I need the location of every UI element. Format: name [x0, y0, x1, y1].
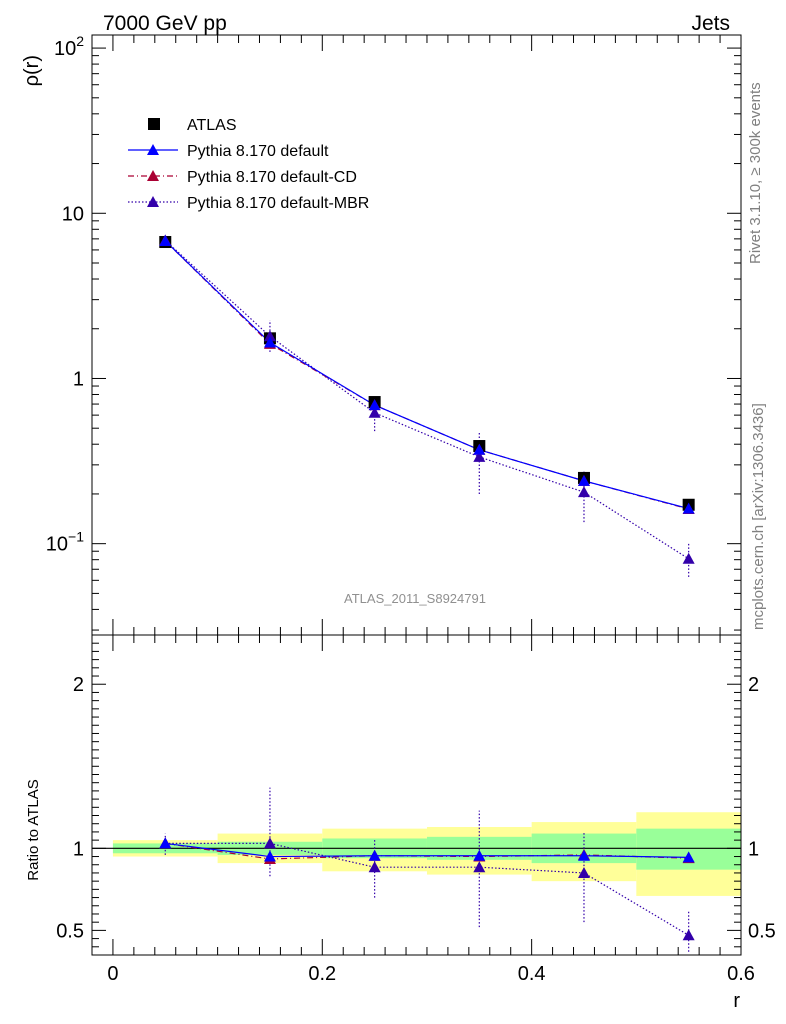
main-point-default [577, 474, 590, 486]
main-line-default [164, 240, 689, 510]
ratio-frame [91, 634, 742, 956]
ratio-point-default [368, 849, 381, 861]
ratio-bands [92, 812, 741, 896]
main-y-tick-label: 1 [73, 368, 84, 390]
ratio-ticks: 0.5 0.5 1 1 2 2 0 0.2 0.4 0.6 [56, 634, 776, 985]
header-energy: 7000 GeV pp [103, 12, 227, 35]
main-point-default [473, 443, 486, 455]
ratio-point-default [682, 851, 695, 863]
ratio-y-tick-label: 2 [73, 674, 84, 696]
main-point-mbr [473, 450, 486, 462]
main-point-default [159, 234, 172, 246]
main-panel: 10−1 1 10 102 ATLAS_2011_S8924791 ρ(r) ATLA… [21, 33, 742, 636]
ratio-marks [159, 787, 695, 952]
ratio-y-tick-label-right: 1 [748, 838, 759, 860]
ratio-point-mbr [263, 837, 276, 849]
x-tick-label: 0.2 [308, 963, 336, 985]
x-tick-label: 0 [107, 963, 118, 985]
main-point-mbr [577, 486, 590, 498]
legend-marker-atlas [148, 118, 160, 130]
ratio-y-tick-label-right: 0.5 [748, 920, 776, 942]
main-marks [159, 234, 695, 577]
header-category: Jets [691, 12, 730, 35]
ratio-panel: 0.5 0.5 1 1 2 2 0 0.2 0.4 0.6 Ratio to ATLAS r [25, 634, 776, 1012]
ratio-point-mbr [368, 861, 381, 873]
ratio-point-default [473, 849, 486, 861]
ratio-point-mbr [682, 929, 695, 941]
legend-label-atlas: ATLAS [187, 117, 237, 134]
ratio-point-default [263, 850, 276, 862]
main-y-axis-label: ρ(r) [21, 55, 43, 86]
main-point-default [682, 502, 695, 514]
ratio-band-inner [636, 828, 741, 870]
main-y-tick-label: 10 [62, 203, 84, 225]
main-point-mbr [368, 406, 381, 418]
ratio-y-tick-label: 0.5 [56, 920, 84, 942]
ratio-point-mbr [577, 866, 590, 878]
ratio-y-axis-label: Ratio to ATLAS [25, 779, 42, 880]
x-tick-label: 0.6 [727, 963, 755, 985]
ratio-point-mbr [473, 861, 486, 873]
ratio-point-default [577, 849, 590, 861]
x-tick-label: 0.4 [518, 963, 546, 985]
ratio-line-mbr [165, 842, 689, 936]
rivet-label: Rivet 3.1.10, ≥ 300k events [747, 82, 764, 264]
legend-marker-default [147, 144, 159, 155]
main-y-tick-label: 102 [54, 33, 84, 60]
main-point-mbr [263, 330, 276, 342]
main-line-cd [164, 240, 689, 510]
legend-label-mbr: Pythia 8.170 default-MBR [187, 195, 369, 212]
main-y-tick-label: 10−1 [46, 529, 84, 556]
ratio-y-tick-label: 1 [73, 838, 84, 860]
main-point-mbr [682, 552, 695, 564]
legend: ATLAS Pythia 8.170 default Pythia 8.170 de… [128, 117, 369, 212]
main-ticks: 10−1 1 10 102 [46, 33, 742, 635]
legend-marker-mbr [147, 196, 159, 207]
main-point-default [368, 399, 381, 411]
legend-marker-cd [147, 170, 159, 181]
main-point-default [263, 336, 276, 348]
ratio-line-default [165, 842, 689, 858]
x-axis-label: r [733, 990, 740, 1012]
legend-label-cd: Pythia 8.170 default-CD [187, 169, 357, 186]
ratio-y-tick-label-right: 2 [748, 674, 759, 696]
mcplots-label: mcplots.cern.ch [arXiv:1306.3436] [750, 403, 767, 630]
ratio-point-default [159, 837, 172, 849]
legend-label-default: Pythia 8.170 default [187, 143, 329, 160]
analysis-label: ATLAS_2011_S8924791 [344, 591, 486, 606]
main-line-mbr [164, 239, 689, 560]
